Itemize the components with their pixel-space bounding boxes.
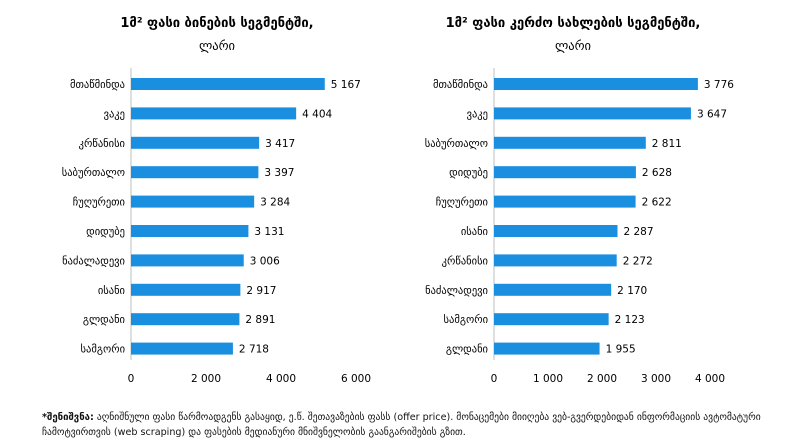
x-tick-label: 6 000 bbox=[341, 373, 371, 385]
bar bbox=[131, 313, 240, 326]
value-label: 1 955 bbox=[606, 344, 636, 356]
category-label: კრწანისი bbox=[79, 138, 125, 150]
x-tick-label: 0 bbox=[491, 373, 498, 385]
value-label: 3 397 bbox=[264, 167, 294, 179]
bar bbox=[494, 342, 600, 355]
category-label: საბურთალო bbox=[425, 138, 488, 150]
category-label: გლდანი bbox=[446, 344, 488, 356]
value-label: 2 811 bbox=[652, 138, 682, 150]
bar bbox=[131, 283, 241, 296]
value-label: 2 272 bbox=[623, 255, 653, 267]
category-label: ჩუღურეთი bbox=[73, 197, 125, 209]
category-label: გლდანი bbox=[83, 314, 125, 326]
category-label: ნაძალადევი bbox=[62, 255, 125, 267]
value-label: 2 718 bbox=[239, 344, 269, 356]
value-label: 3 284 bbox=[260, 197, 290, 209]
bar bbox=[494, 107, 691, 120]
value-label: 3 006 bbox=[250, 255, 280, 267]
chart-svg: 1მ² ფასი ბინების სეგმენტში, ლარი მთაწმინდა… bbox=[62, 16, 371, 385]
bar bbox=[131, 254, 244, 267]
bar bbox=[131, 195, 255, 208]
value-label: 3 647 bbox=[697, 108, 727, 120]
x-tick-label: 2 000 bbox=[587, 373, 617, 385]
bar bbox=[131, 342, 233, 355]
bar bbox=[131, 166, 259, 179]
value-label: 2 170 bbox=[617, 285, 647, 297]
bar bbox=[131, 78, 325, 90]
value-label: 3 776 bbox=[704, 79, 734, 91]
bar bbox=[131, 225, 249, 237]
category-label: მთაწმინდა bbox=[433, 79, 488, 91]
category-label: ნაძალადევი bbox=[425, 285, 488, 297]
bar bbox=[494, 254, 617, 267]
footnote-text: აღნიშნული ფასი წარმოადგენს გასაყიდ, ე.წ.… bbox=[42, 412, 761, 438]
x-tick-label: 4 000 bbox=[695, 373, 725, 385]
bar bbox=[131, 107, 297, 120]
category-label: კრწანისი bbox=[442, 255, 488, 267]
x-tick-label: 0 bbox=[128, 373, 135, 385]
value-label: 2 891 bbox=[245, 314, 275, 326]
chart-title: 1მ² ფასი ბინების სეგმენტში, bbox=[120, 16, 313, 31]
chart-svg: 1მ² ფასი კერძო სახლების სეგმენტში, ლარი მთ… bbox=[425, 16, 735, 385]
bar bbox=[494, 313, 609, 326]
value-label: 2 622 bbox=[642, 197, 672, 209]
category-label: მთაწმინდა bbox=[70, 79, 125, 91]
bar bbox=[494, 283, 612, 296]
category-label: სამგორი bbox=[81, 344, 125, 356]
x-tick-label: 2 000 bbox=[191, 373, 221, 385]
bar bbox=[494, 195, 636, 208]
bar bbox=[494, 78, 698, 90]
category-label: ისანი bbox=[461, 226, 488, 238]
category-label: ისანი bbox=[98, 285, 125, 297]
category-label: საბურთალო bbox=[62, 167, 125, 179]
x-tick-label: 1 000 bbox=[533, 373, 563, 385]
category-label: ვაკე bbox=[467, 108, 488, 120]
category-label: დიდუბე bbox=[449, 167, 488, 179]
x-tick-label: 3 000 bbox=[641, 373, 671, 385]
value-label: 2 628 bbox=[642, 167, 672, 179]
category-label: ვაკე bbox=[104, 108, 125, 120]
chart-subtitle: ლარი bbox=[199, 38, 235, 53]
bar bbox=[494, 166, 636, 179]
value-label: 3 131 bbox=[254, 226, 284, 238]
value-label: 4 404 bbox=[302, 108, 332, 120]
chart-title: 1მ² ფასი კერძო სახლების სეგმენტში, bbox=[446, 16, 701, 31]
bar bbox=[494, 136, 646, 149]
footnote-label: *შენიშვნა: bbox=[42, 412, 94, 423]
value-label: 5 167 bbox=[331, 79, 361, 91]
bar bbox=[131, 136, 260, 149]
category-label: სამგორი bbox=[444, 314, 488, 326]
value-label: 2 287 bbox=[623, 226, 653, 238]
value-label: 2 917 bbox=[246, 285, 276, 297]
value-label: 2 123 bbox=[615, 314, 645, 326]
footnote: *შენიშვნა: აღნიშნული ფასი წარმოადგენს გა… bbox=[42, 410, 762, 440]
chart-subtitle: ლარი bbox=[555, 38, 591, 53]
value-label: 3 417 bbox=[265, 138, 295, 150]
bar bbox=[494, 225, 618, 237]
x-tick-label: 4 000 bbox=[266, 373, 296, 385]
chart-apartments: 1მ² ფასი ბინების სეგმენტში, ლარი მთაწმინდა… bbox=[0, 0, 393, 400]
category-label: დიდუბე bbox=[86, 226, 125, 238]
chart-private-houses: 1მ² ფასი კერძო სახლების სეგმენტში, ლარი მთ… bbox=[393, 0, 786, 400]
category-label: ჩუღურეთი bbox=[436, 197, 488, 209]
